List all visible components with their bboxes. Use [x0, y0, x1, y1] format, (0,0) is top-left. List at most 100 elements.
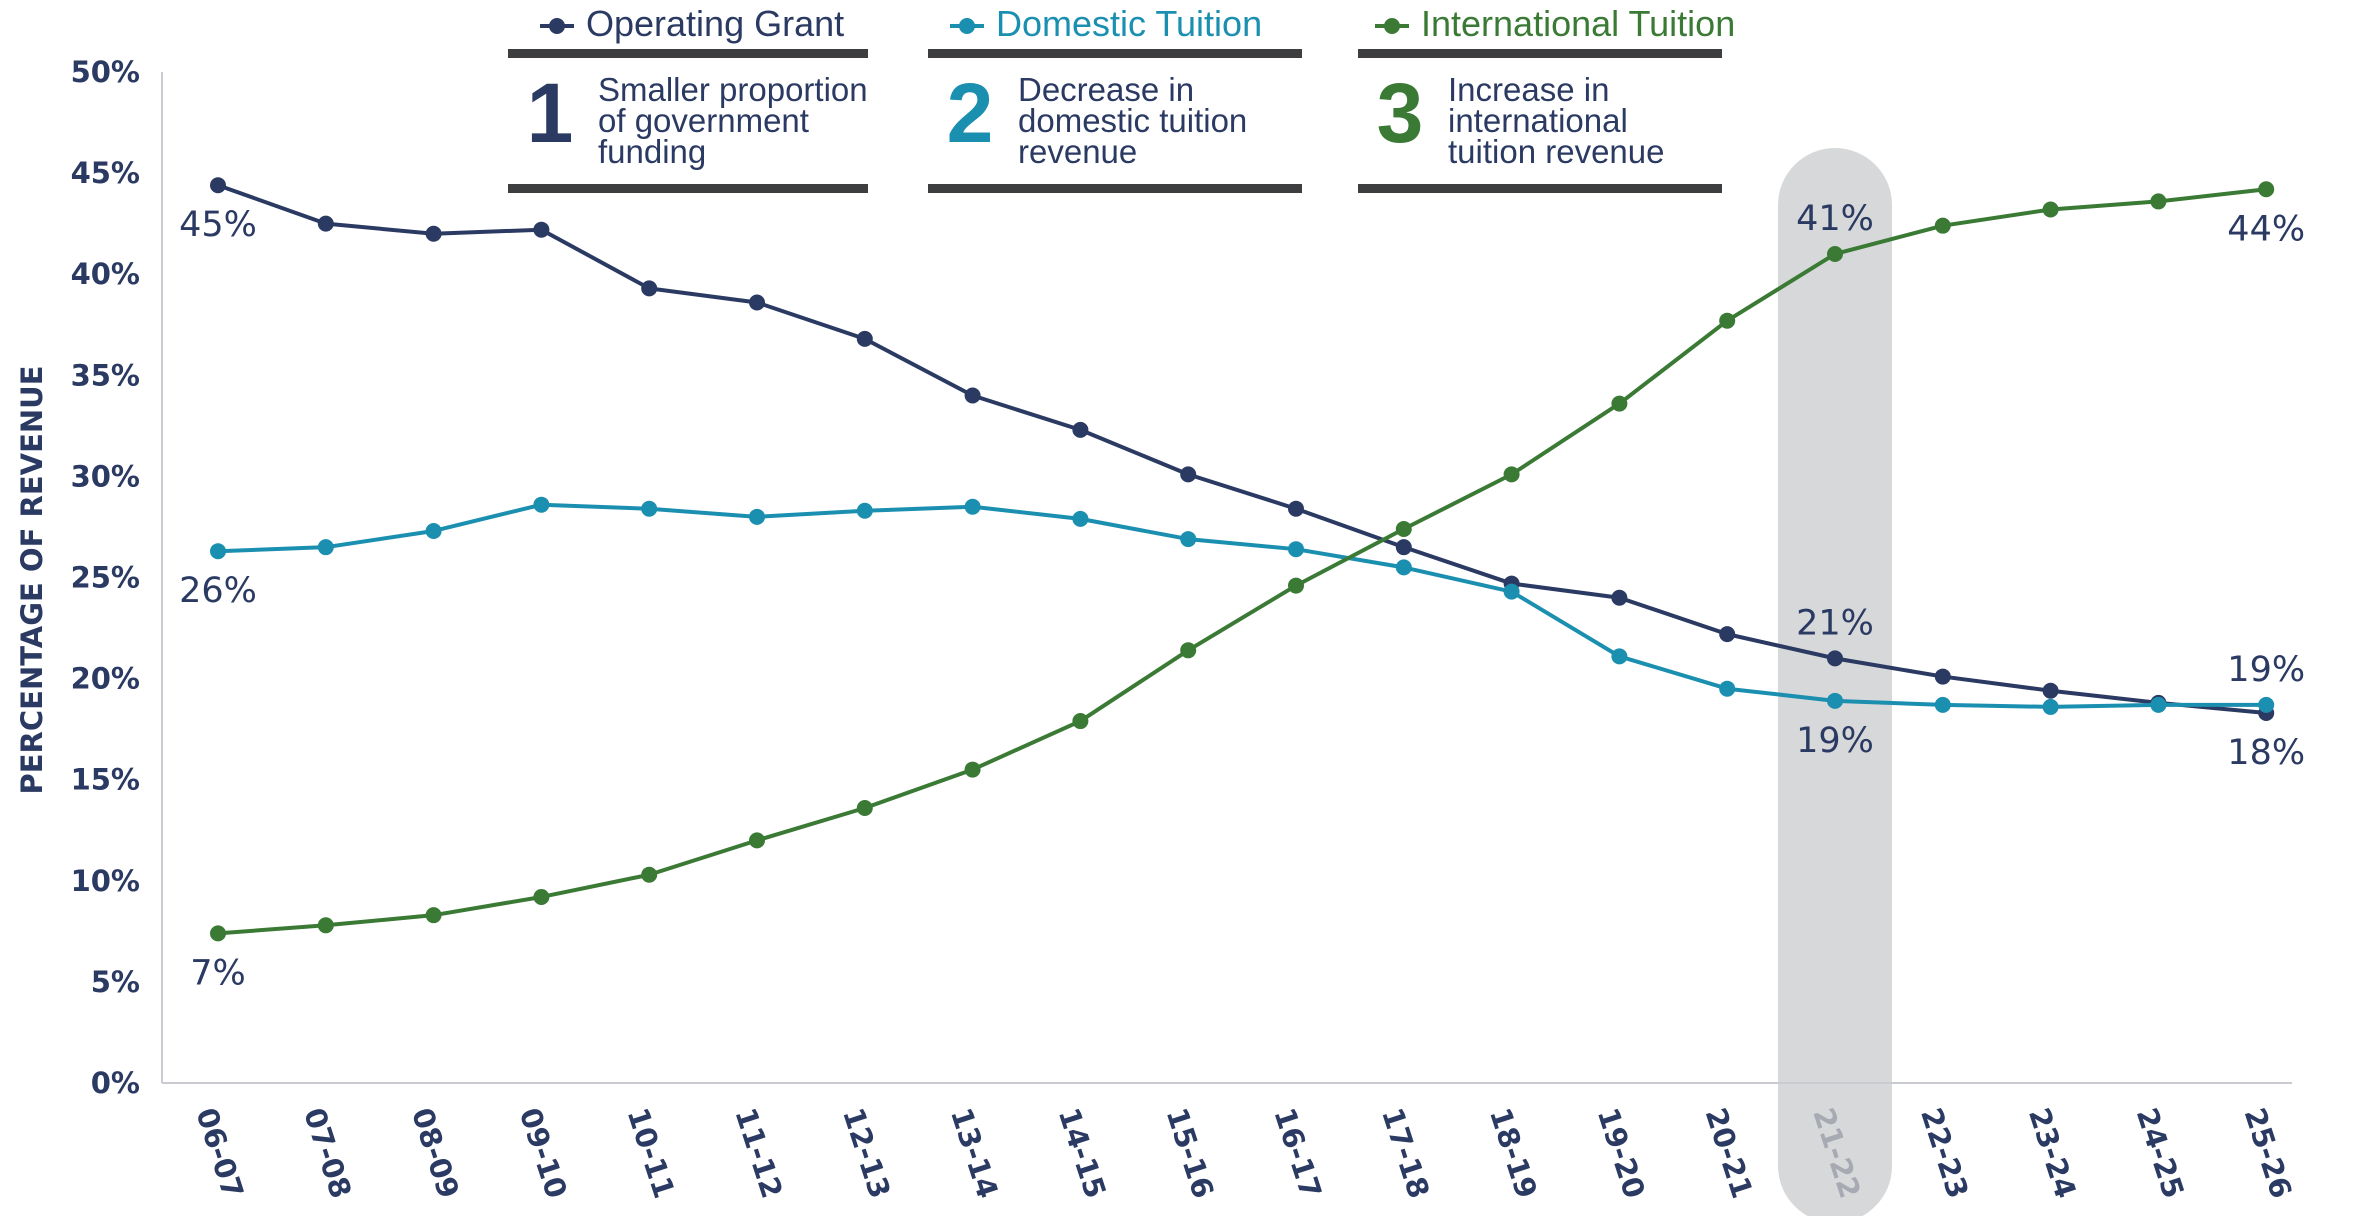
callout-top-rule	[1358, 49, 1722, 58]
data-point	[1072, 421, 1089, 438]
data-point	[1288, 541, 1304, 558]
data-point	[533, 221, 550, 238]
data-point	[1827, 692, 1843, 709]
x-tick-label: 08-09	[405, 1104, 466, 1203]
x-tick-label: 17-18	[1375, 1104, 1436, 1203]
data-point	[1395, 520, 1412, 537]
data-point	[2150, 696, 2167, 713]
data-labels: 45% 26% 7% 41% 21% 19% 44% 19% 18%	[179, 199, 2305, 993]
data-point	[1288, 577, 1304, 594]
series-line	[217, 187, 2267, 936]
y-axis-ticks: 0% 5% 10% 15% 20% 25% 30% 35% 40% 45% 50%	[71, 55, 140, 1100]
legend-label: Operating Grant	[586, 3, 844, 44]
data-point	[1072, 713, 1089, 730]
data-point	[964, 761, 981, 778]
data-point	[210, 925, 226, 942]
data-point	[1827, 650, 1843, 667]
legend-label: Domestic Tuition	[996, 3, 1262, 44]
series-operating-grant	[210, 177, 2275, 721]
data-point	[2258, 181, 2275, 198]
x-tick-label: 07-08	[297, 1104, 358, 1203]
callout-top-rule	[928, 49, 1302, 58]
data-point	[1503, 466, 1520, 483]
data-point	[1503, 583, 1520, 600]
callout-text-line: domestic tuition	[1018, 102, 1247, 139]
callout-text-line: Decrease in	[1018, 71, 1194, 108]
callout-text-line: Smaller proportion	[598, 71, 868, 108]
data-point	[749, 294, 765, 311]
x-tick-label: 11-12	[728, 1104, 789, 1203]
x-tick-label: 06-07	[189, 1104, 250, 1203]
y-tick-label: 40%	[71, 257, 140, 291]
y-tick-label: 10%	[71, 864, 140, 898]
data-point	[1288, 500, 1304, 517]
data-point	[1395, 539, 1412, 556]
callout-text-line: tuition revenue	[1448, 133, 1664, 170]
callout-number: 2	[947, 66, 994, 160]
data-point	[2042, 682, 2059, 699]
callout-bottom-rule	[1358, 184, 1722, 193]
callout-text-line: international	[1448, 102, 1628, 139]
legend-dot-marker	[549, 18, 565, 34]
data-point	[425, 907, 442, 924]
x-tick-label: 24-25	[2130, 1104, 2191, 1203]
y-axis-title: PERCENTAGE OF REVENUE	[15, 365, 49, 794]
legend-dot-marker	[959, 18, 975, 34]
data-label: 19%	[2227, 650, 2305, 690]
data-point	[2150, 193, 2167, 210]
callout-bottom-rule	[928, 184, 1302, 193]
data-point	[210, 177, 226, 194]
y-tick-label: 20%	[71, 662, 140, 696]
data-point	[1827, 245, 1843, 262]
callout-text-line: of government	[598, 102, 809, 139]
x-tick-label: 25-26	[2238, 1104, 2299, 1203]
y-tick-label: 0%	[91, 1066, 140, 1100]
data-point	[1180, 531, 1197, 548]
data-point	[533, 888, 550, 905]
y-tick-label: 35%	[71, 358, 140, 392]
data-label: 21%	[1796, 603, 1874, 643]
y-tick-label: 45%	[71, 156, 140, 190]
series-domestic-tuition	[210, 496, 2275, 715]
highlight-band-21-22	[1778, 148, 1892, 1216]
data-point	[1934, 668, 1951, 685]
data-point	[210, 543, 226, 560]
callout-text-line: Increase in	[1448, 71, 1609, 108]
data-point	[1611, 395, 1628, 412]
data-point	[1611, 589, 1628, 606]
data-point	[1180, 466, 1197, 483]
data-point	[1934, 696, 1951, 713]
data-point	[749, 508, 765, 525]
x-axis-ticks: 06-07 07-08 08-09 09-10 10-11 11-12 12-13 13-14…	[189, 1104, 2298, 1203]
data-point	[1719, 312, 1736, 329]
y-tick-label: 15%	[71, 763, 140, 797]
data-point	[641, 500, 658, 517]
data-label: 45%	[179, 205, 257, 245]
data-point	[317, 215, 334, 232]
data-point	[1395, 559, 1412, 576]
y-tick-label: 30%	[71, 459, 140, 493]
series-line	[217, 502, 2267, 709]
x-tick-label: 15-16	[1160, 1104, 1221, 1203]
data-point	[641, 280, 658, 297]
x-tick-label: 12-13	[836, 1104, 897, 1203]
data-label: 18%	[2227, 733, 2305, 773]
x-tick-label: 18-19	[1483, 1104, 1544, 1203]
series-line	[217, 183, 2267, 715]
y-tick-label: 25%	[71, 561, 140, 595]
data-point	[964, 498, 981, 515]
x-tick-label: 19-20	[1591, 1104, 1652, 1203]
data-label: 7%	[190, 953, 246, 993]
data-point	[2042, 201, 2059, 218]
data-point	[317, 539, 334, 556]
data-point	[425, 225, 442, 242]
data-label: 26%	[179, 571, 257, 611]
series-layer	[210, 177, 2275, 942]
data-point	[2258, 696, 2275, 713]
series-international-tuition	[210, 181, 2275, 942]
data-point	[1719, 680, 1736, 697]
y-tick-label: 5%	[91, 965, 140, 999]
data-point	[317, 917, 334, 934]
x-tick-label: 14-15	[1052, 1104, 1113, 1203]
